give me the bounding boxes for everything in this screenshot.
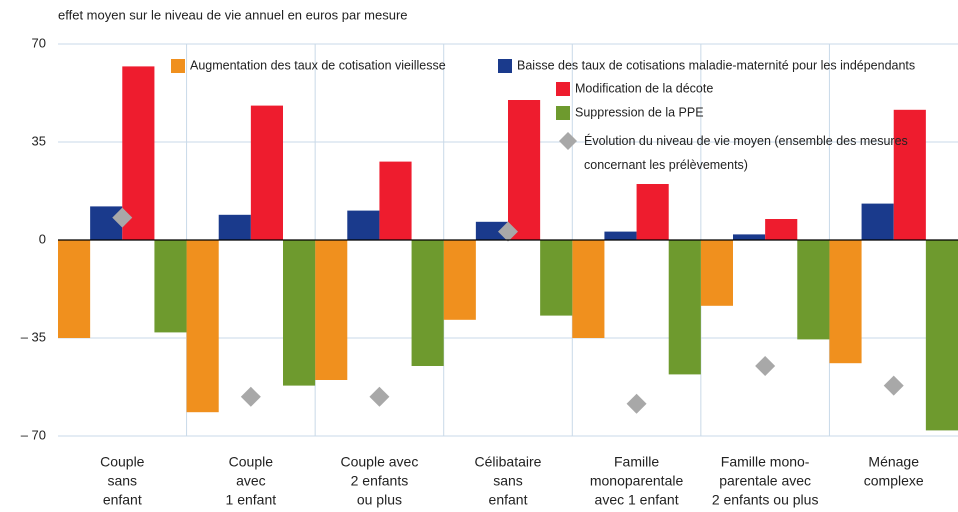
chart-title: effet moyen sur le niveau de vie annuel … — [58, 7, 408, 22]
bar — [733, 234, 766, 240]
bar — [347, 210, 380, 240]
x-tick-label: sans — [493, 473, 523, 489]
bar — [122, 66, 155, 241]
bar — [572, 240, 605, 338]
bar — [475, 221, 508, 240]
bar — [283, 240, 316, 386]
x-tick-label: 2 enfants — [351, 473, 409, 489]
x-tick-label: avec 1 enfant — [595, 492, 679, 508]
marker — [369, 386, 390, 407]
x-tick-label: 2 enfants ou plus — [712, 492, 819, 508]
bar — [700, 240, 733, 306]
x-tick-label: complexe — [864, 473, 924, 489]
x-tick-label: enfant — [103, 492, 142, 508]
marker — [626, 393, 647, 414]
x-tick-label: monoparentale — [590, 473, 684, 489]
bar — [411, 240, 444, 366]
bar — [186, 240, 219, 413]
legend-text-box: Évolution du niveau de vie moyen (ensemb… — [584, 134, 908, 172]
marker — [240, 386, 261, 407]
legend-label: Suppression de la PPE — [575, 105, 704, 119]
legend-swatch — [556, 106, 570, 120]
bar — [90, 206, 123, 240]
bar — [925, 240, 958, 431]
x-tick-label: Couple — [100, 454, 145, 470]
x-tick-label: Célibataire — [475, 454, 542, 470]
legend-swatch — [171, 59, 185, 73]
bar — [636, 184, 669, 240]
bar — [797, 240, 830, 340]
legend-swatch — [556, 82, 570, 96]
x-tick-label: ou plus — [357, 492, 402, 508]
legend-label: Baisse des taux de cotisations maladie-m… — [517, 58, 915, 72]
legend-label: Modification de la décote — [575, 81, 713, 95]
x-tick-label: enfant — [489, 492, 528, 508]
legend-swatch — [498, 59, 512, 73]
marker — [883, 375, 904, 396]
legend-label: Augmentation des taux de cotisation viei… — [190, 58, 446, 72]
legend-label: Évolution du niveau de vie moyen (ensemb… — [584, 134, 908, 172]
y-tick-label: – 35 — [21, 329, 46, 344]
legend-marker — [559, 132, 577, 150]
marker — [498, 221, 518, 242]
bar — [218, 214, 251, 240]
bar — [508, 100, 541, 240]
bar — [861, 203, 894, 240]
x-tick-label: sans — [107, 473, 137, 489]
x-tick-label: Couple — [229, 454, 274, 470]
bar — [154, 240, 187, 333]
marker — [112, 207, 133, 228]
x-tick-label: parentale avec — [719, 473, 811, 489]
bar — [668, 240, 701, 375]
x-tick-label: avec — [236, 473, 266, 489]
x-tick-label: 1 enfant — [226, 492, 277, 508]
bar — [765, 219, 798, 240]
marker — [755, 356, 776, 376]
y-tick-label: 0 — [39, 231, 46, 246]
bar — [379, 161, 412, 240]
x-tick-label: Famille mono- — [721, 454, 810, 470]
bar — [315, 240, 348, 380]
bar — [443, 240, 476, 320]
bar — [604, 231, 637, 240]
y-tick-label: – 70 — [21, 427, 46, 442]
x-tick-label: Couple avec — [341, 454, 419, 470]
x-tick-label: Ménage — [868, 454, 919, 470]
bar — [58, 240, 91, 338]
bar — [893, 109, 926, 240]
bar — [540, 240, 573, 316]
y-tick-label: 70 — [32, 35, 46, 50]
bar — [829, 240, 862, 364]
bar — [250, 105, 283, 240]
x-tick-label: Famille — [614, 454, 659, 470]
y-tick-label: 35 — [32, 133, 46, 148]
